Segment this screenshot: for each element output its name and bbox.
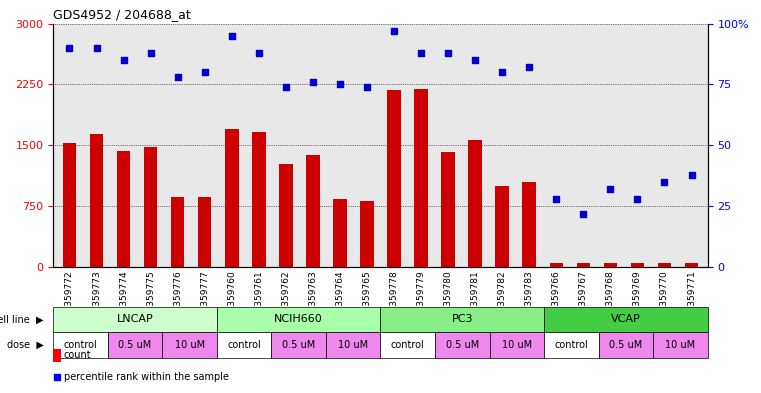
Bar xyxy=(252,132,266,267)
FancyBboxPatch shape xyxy=(217,307,380,332)
Point xyxy=(578,211,590,217)
Point xyxy=(171,74,183,80)
Point xyxy=(469,57,481,63)
Text: 10 uM: 10 uM xyxy=(338,340,368,350)
FancyBboxPatch shape xyxy=(108,332,162,358)
FancyBboxPatch shape xyxy=(599,332,653,358)
Bar xyxy=(631,263,644,267)
Bar xyxy=(658,263,671,267)
FancyBboxPatch shape xyxy=(544,307,708,332)
Bar xyxy=(360,201,374,267)
Bar xyxy=(171,196,184,267)
Text: 10 uM: 10 uM xyxy=(174,340,205,350)
FancyBboxPatch shape xyxy=(380,307,544,332)
Point xyxy=(199,69,211,75)
Text: NCIH660: NCIH660 xyxy=(274,314,323,324)
Text: GDS4952 / 204688_at: GDS4952 / 204688_at xyxy=(53,8,191,21)
Bar xyxy=(441,152,455,267)
Point xyxy=(307,79,319,85)
FancyBboxPatch shape xyxy=(435,332,489,358)
Point xyxy=(632,196,644,202)
Point xyxy=(442,50,454,56)
FancyBboxPatch shape xyxy=(53,332,108,358)
Text: 0.5 uM: 0.5 uM xyxy=(610,340,642,350)
Text: 0.5 uM: 0.5 uM xyxy=(119,340,151,350)
Point xyxy=(253,50,265,56)
Bar xyxy=(549,263,563,267)
Bar xyxy=(144,147,158,267)
Point xyxy=(523,64,535,71)
Bar xyxy=(603,263,617,267)
Bar xyxy=(198,196,212,267)
Text: VCAP: VCAP xyxy=(611,314,641,324)
Bar xyxy=(495,186,509,267)
Bar xyxy=(62,143,76,267)
FancyBboxPatch shape xyxy=(162,332,217,358)
Text: 0.5 uM: 0.5 uM xyxy=(446,340,479,350)
Bar xyxy=(117,151,130,267)
Bar xyxy=(53,349,61,362)
FancyBboxPatch shape xyxy=(217,332,272,358)
Text: 10 uM: 10 uM xyxy=(501,340,532,350)
FancyBboxPatch shape xyxy=(53,307,217,332)
Text: count: count xyxy=(64,351,91,360)
Point xyxy=(334,81,346,88)
Bar xyxy=(523,182,536,267)
Text: LNCAP: LNCAP xyxy=(116,314,154,324)
Text: control: control xyxy=(391,340,425,350)
Point xyxy=(280,84,292,90)
FancyBboxPatch shape xyxy=(489,332,544,358)
Text: percentile rank within the sample: percentile rank within the sample xyxy=(64,372,229,382)
Point xyxy=(226,33,238,39)
Bar xyxy=(90,134,103,267)
Point xyxy=(388,28,400,34)
FancyBboxPatch shape xyxy=(272,332,326,358)
Point xyxy=(604,186,616,193)
Text: 0.5 uM: 0.5 uM xyxy=(282,340,315,350)
Point xyxy=(496,69,508,75)
Bar xyxy=(685,263,699,267)
FancyBboxPatch shape xyxy=(544,332,599,358)
Bar xyxy=(333,199,347,267)
Text: PC3: PC3 xyxy=(451,314,473,324)
Point xyxy=(145,50,157,56)
Text: cell line  ▶: cell line ▶ xyxy=(0,314,43,324)
FancyBboxPatch shape xyxy=(653,332,708,358)
Point xyxy=(51,373,63,380)
Point xyxy=(361,84,373,90)
FancyBboxPatch shape xyxy=(380,332,435,358)
Bar xyxy=(414,88,428,267)
Point xyxy=(415,50,427,56)
Point xyxy=(63,45,75,51)
Bar xyxy=(306,155,320,267)
Point xyxy=(550,196,562,202)
Text: 10 uM: 10 uM xyxy=(665,340,696,350)
Point xyxy=(686,171,698,178)
Text: control: control xyxy=(228,340,261,350)
Text: control: control xyxy=(555,340,588,350)
Bar xyxy=(279,164,293,267)
Bar xyxy=(225,129,238,267)
Bar xyxy=(577,263,590,267)
Point xyxy=(91,45,103,51)
Bar xyxy=(468,140,482,267)
Text: control: control xyxy=(64,340,97,350)
FancyBboxPatch shape xyxy=(326,332,380,358)
Text: dose  ▶: dose ▶ xyxy=(7,340,43,350)
Point xyxy=(117,57,129,63)
Point xyxy=(658,179,670,185)
Bar xyxy=(387,90,401,267)
